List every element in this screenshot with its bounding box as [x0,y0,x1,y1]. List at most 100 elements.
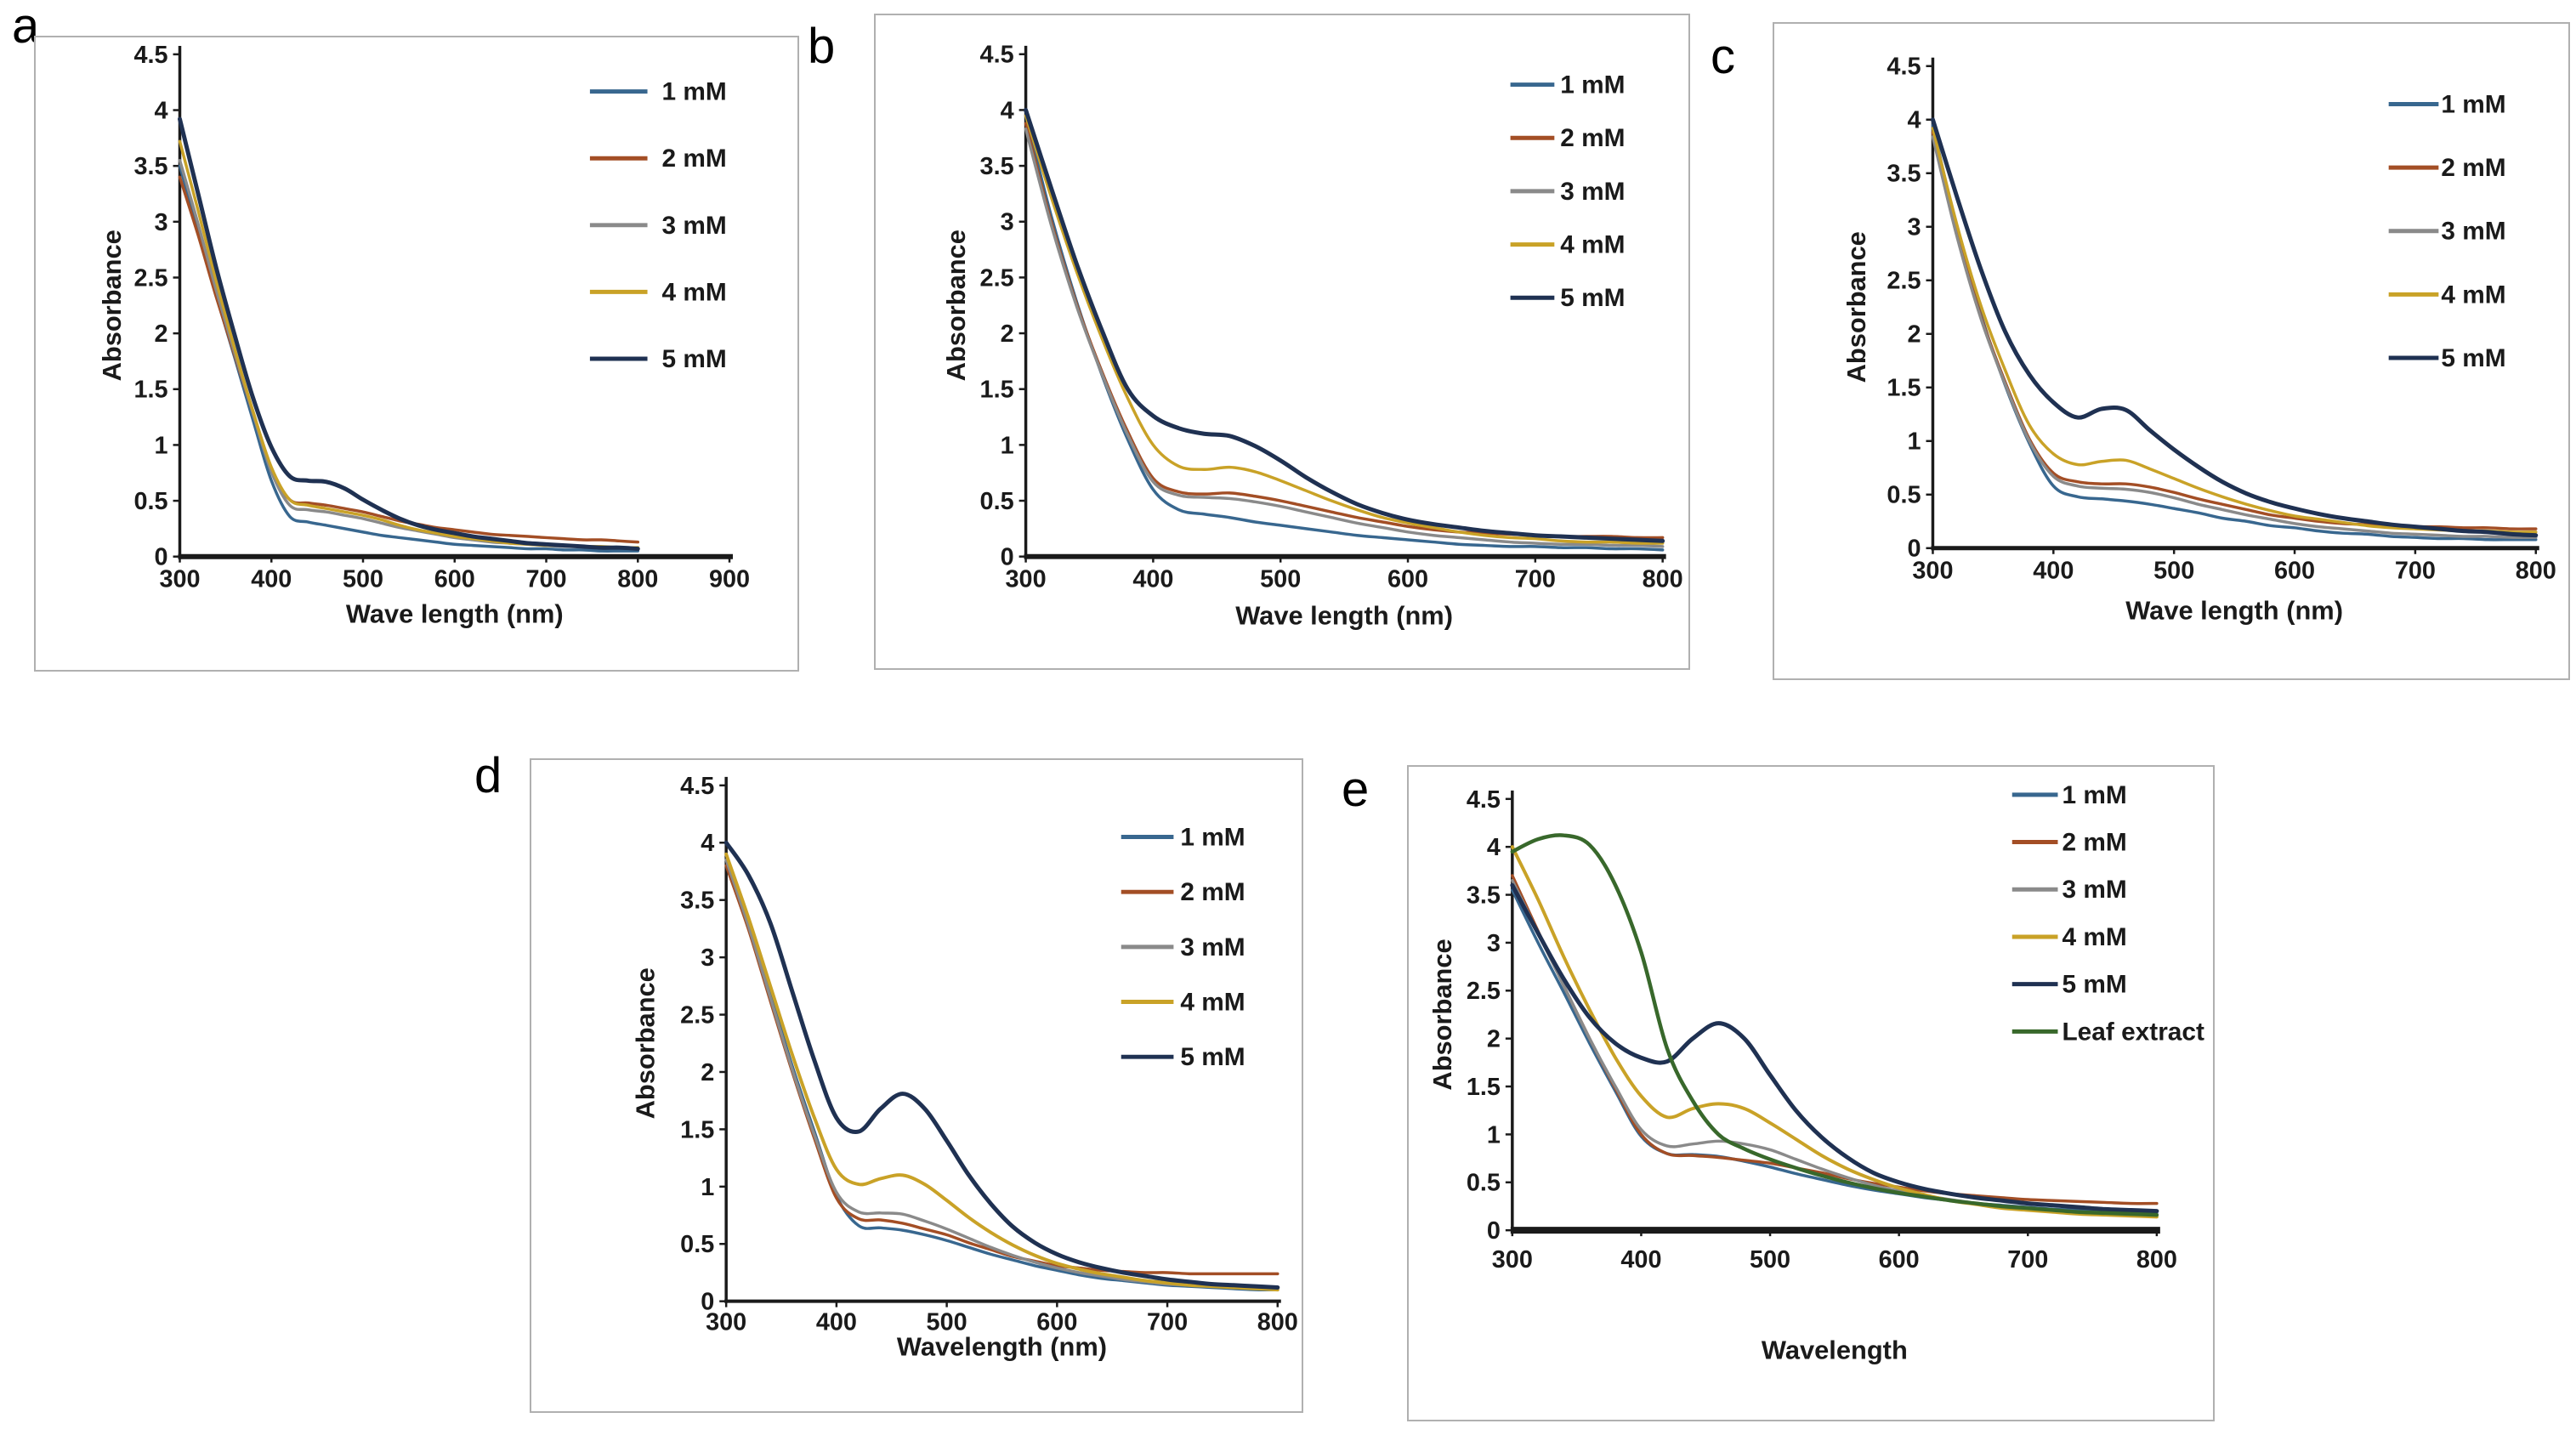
x-tick-label: 600 [434,566,475,593]
y-tick-label: 3 [155,209,168,236]
chart-panel-a: 0 0.5 1 1.5 2 2.5 3 3.5 4 4.5 300 400 500 600 700 800 90… [34,36,799,672]
y-tick-label: 4.5 [980,42,1014,69]
y-tick-label: 2 [155,320,168,348]
x-axis-title: Wavelength (nm) [897,1331,1107,1361]
series-curve-4-mm [178,139,640,550]
y-tick-label: 4 [155,97,168,124]
legend-label-2-mm: 2 mM [2062,828,2126,856]
legend-label-3-mm: 3 mM [661,212,726,240]
x-axis-title: Wave length (nm) [346,598,564,628]
absorbance-spectra-chart-c: 0 0.5 1 1.5 2 2.5 3 3.5 4 4.5 300 400 500 600 700 800 Wa… [1841,54,2556,626]
legend-label-5-mm: 5 mM [2062,971,2126,999]
legend-label-5-mm: 5 mM [2441,344,2505,372]
y-tick-label: 2.5 [680,1001,714,1029]
legend-label-5-mm: 5 mM [1180,1043,1245,1071]
series-curve-5-mm [723,840,1280,1290]
y-tick-label: 1 [1001,432,1014,459]
x-tick-label: 500 [1750,1246,1790,1273]
x-tick-label: 400 [1620,1246,1661,1273]
y-tick-label: 0 [155,544,168,571]
y-tick-label: 4.5 [133,42,167,69]
legend-label-4-mm: 4 mM [2441,281,2505,309]
y-tick-label: 0.5 [1887,482,1921,509]
legend-label-3-mm: 3 mM [2441,218,2505,246]
x-tick-label: 800 [1257,1308,1298,1336]
x-tick-label: 500 [1260,565,1301,593]
y-tick-label: 4.5 [680,773,714,800]
y-tick-label: 1.5 [680,1116,714,1143]
x-tick-label: 800 [2136,1246,2177,1273]
x-tick-label: 800 [2516,558,2556,585]
x-tick-label: 600 [1036,1308,1077,1336]
series-curve-1-mm [1931,123,2538,542]
y-tick-label: 1.5 [1467,1074,1501,1101]
absorbance-spectra-chart-b: 0 0.5 1 1.5 2 2.5 3 3.5 4 4.5 300 400 500 600 700 800 Wa… [941,42,1683,631]
series-curve-5-mm [1510,882,2159,1214]
y-tick-label: 2 [1001,320,1014,348]
y-tick-label: 4 [1487,834,1501,861]
series-curve-3-mm [1024,128,1665,548]
x-tick-label: 700 [2007,1246,2048,1273]
chart-panel-c: 0 0.5 1 1.5 2 2.5 3 3.5 4 4.5 300 400 500 600 700 800 Wa… [1773,22,2570,680]
series-curve-3-mm [178,158,640,551]
y-tick-label: 1 [1907,428,1921,456]
y-tick-label: 2 [1907,321,1921,349]
y-tick-label: 2.5 [1467,978,1501,1005]
legend-label-1-mm: 1 mM [1560,71,1625,99]
y-tick-label: 3.5 [133,153,167,180]
y-tick-label: 3 [1487,930,1501,957]
legend-label-3-mm: 3 mM [1180,933,1245,961]
legend-label-5-mm: 5 mM [1560,284,1625,312]
y-tick-label: 3.5 [980,153,1014,180]
y-tick-label: 2 [1487,1026,1501,1053]
x-tick-label: 500 [343,566,383,593]
x-tick-label: 700 [1147,1308,1188,1336]
panel-label-c: c [1711,29,1735,84]
series-curve-2-mm [178,175,640,544]
y-tick-label: 1 [155,432,168,459]
x-tick-label: 600 [2274,558,2315,585]
series-curve-5-mm [1024,107,1665,543]
y-tick-label: 1.5 [980,377,1014,404]
x-tick-label: 500 [2153,558,2194,585]
series-curve-4-mm [1931,127,2538,534]
y-axis-title: Absorbance [941,230,971,381]
legend-label-2-mm: 2 mM [1180,878,1245,906]
y-tick-label: 3 [701,944,714,972]
legend-label-1-mm: 1 mM [1180,823,1245,851]
y-tick-label: 2 [701,1059,714,1086]
legend-label-1-mm: 1 mM [661,78,726,106]
series-curve-1-mm [1511,888,2159,1215]
y-tick-label: 4 [701,830,714,857]
chart-panel-d: 0 0.5 1 1.5 2 2.5 3 3.5 4 4.5 300 400 500 600 700 800 Wa… [530,758,1303,1413]
series-curve-4-mm [724,852,1279,1292]
panel-label-d: d [474,748,502,803]
y-tick-label: 4 [1001,97,1014,124]
y-axis-title: Absorbance [97,230,127,381]
x-tick-label: 300 [1006,565,1047,593]
legend-label-2-mm: 2 mM [1560,124,1625,152]
x-tick-label: 700 [2395,558,2436,585]
y-tick-label: 3 [1907,214,1921,241]
legend-label-3-mm: 3 mM [2062,876,2126,904]
x-tick-label: 800 [617,566,658,593]
y-tick-label: 0.5 [680,1231,714,1258]
legend-label-leaf-extract: Leaf extract [2062,1018,2204,1046]
x-tick-label: 300 [1912,558,1953,585]
legend-label-2-mm: 2 mM [661,145,726,173]
y-tick-label: 0.5 [980,488,1014,515]
y-tick-label: 0 [1907,536,1921,563]
y-axis-title: Absorbance [1841,231,1871,383]
legend-label-1-mm: 1 mM [2441,90,2505,118]
y-tick-label: 3.5 [680,888,714,915]
x-tick-label: 400 [1132,565,1173,593]
x-tick-label: 300 [706,1308,746,1336]
legend-label-4-mm: 4 mM [1560,231,1625,259]
legend-label-2-mm: 2 mM [2441,154,2505,182]
x-tick-label: 300 [159,566,200,593]
legend-label-1-mm: 1 mM [2062,781,2126,809]
x-tick-label: 800 [1643,565,1683,593]
legend-label-5-mm: 5 mM [661,345,726,373]
y-tick-label: 3.5 [1887,161,1921,188]
